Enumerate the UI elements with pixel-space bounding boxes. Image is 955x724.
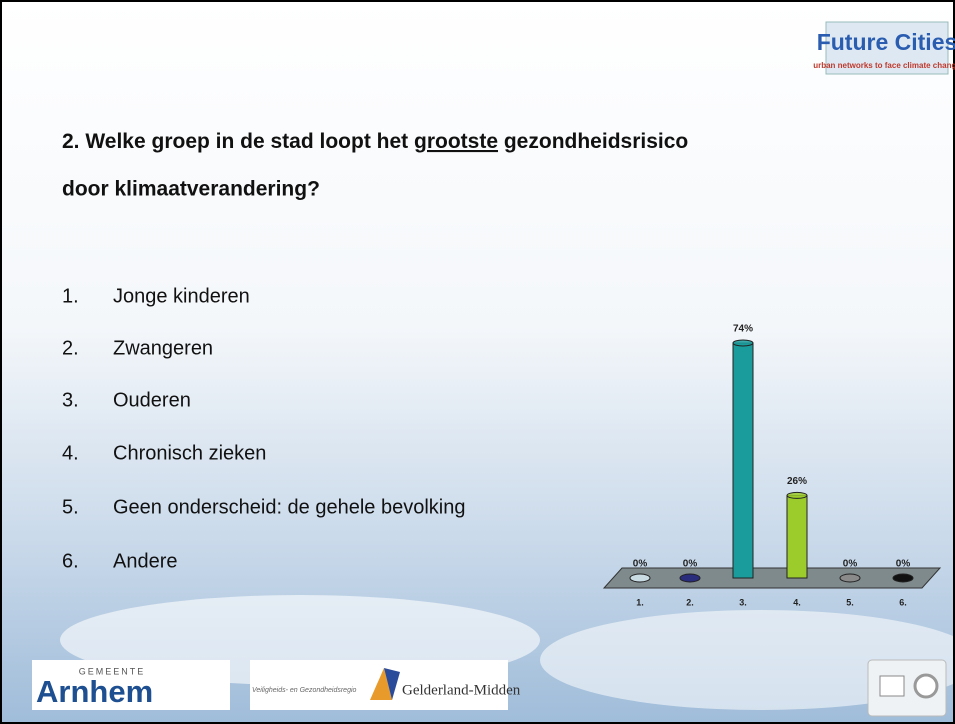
value-label: 0% [683,559,698,570]
logo-subtitle: urban networks to face climate change [813,61,955,70]
category-label: 3. [739,597,747,607]
option-number: 2. [62,337,79,359]
logo-gemeente: GEMEENTE [79,666,146,676]
logo-region-small: Veiligheids- en Gezondheidsregio [252,687,357,694]
option-number: 4. [62,442,79,464]
bar [629,573,651,583]
question-part: gezondheidsrisico [504,130,688,153]
logo-arnhem: Arnhem [36,674,153,709]
bar [786,494,808,579]
nwe-mark [913,673,939,699]
option-number: 5. [62,496,79,518]
option-number: 6. [62,550,79,572]
option-number: 3. [62,389,79,411]
chart-floor [602,567,942,589]
option-text: Jonge kinderen [113,285,250,307]
bar [839,573,861,583]
bar-cap [732,339,754,347]
value-label: 0% [633,559,648,570]
bar-cap [786,491,808,499]
option-text: Chronisch zieken [113,442,266,464]
option-text: Ouderen [113,389,191,411]
category-label: 4. [793,597,801,607]
future-cities-logo [825,21,949,75]
bar [892,573,914,583]
cloud [540,610,955,710]
question-line: door klimaatverandering? [62,178,320,201]
bar [679,573,701,583]
category-label: 1. [636,597,644,607]
option-text: Andere [113,550,178,572]
question-line: 2. Welke groep in de stad loopt het groo… [62,130,688,153]
category-label: 5. [846,597,854,607]
value-label: 0% [896,559,911,570]
value-label: 0% [843,559,858,570]
chart: 0% 1. 0% 2. 74% 3. 26% 4. 0% 5. 0% 6. [602,324,942,607]
logo-region: Gelderland-Midden [402,682,521,698]
arnhem-logo [32,660,230,710]
logo-shape [370,668,392,700]
question-emphasis: grootste [414,130,498,153]
option-number: 1. [62,285,79,307]
value-label: 26% [787,476,807,487]
option-text: Geen onderscheid: de gehele bevolking [113,496,465,518]
eu-flag [879,675,905,697]
question-part: 2. Welke groep in de stad loopt het [62,130,408,153]
category-label: 2. [686,597,694,607]
bar [732,342,754,579]
category-label: 6. [899,597,907,607]
options: 1. Jonge kinderen 2. Zwangeren 3. Ouderen 4. Ch… [62,285,465,572]
value-label: 74% [733,324,753,335]
logo-shape [384,668,400,700]
option-text: Zwangeren [113,337,213,359]
logo-title: Future Cities [817,29,955,55]
